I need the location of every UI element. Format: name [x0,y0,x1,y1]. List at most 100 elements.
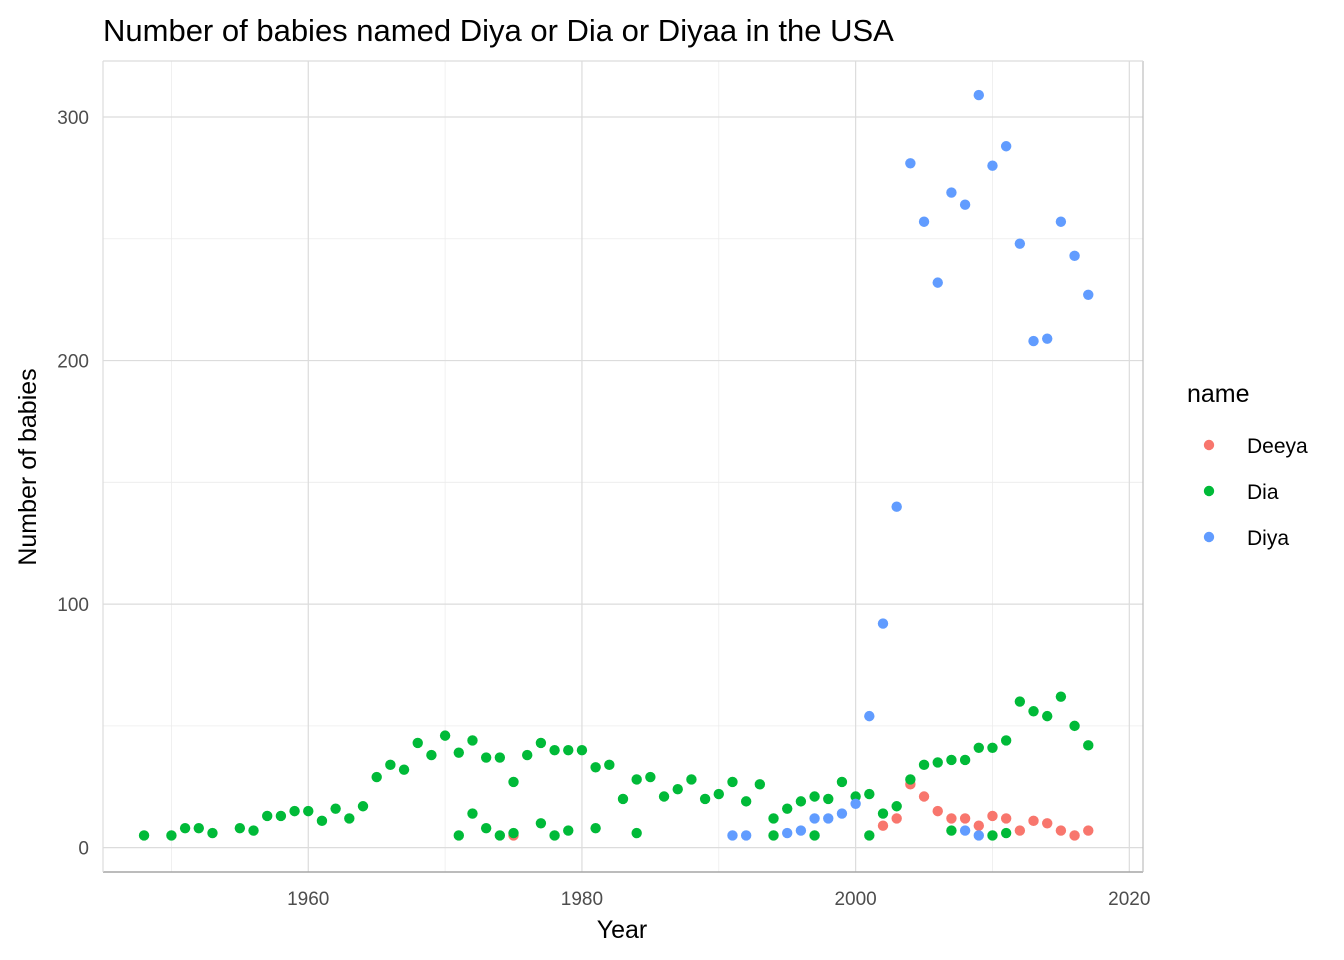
points-layer [138,89,1094,841]
data-point [959,813,971,824]
series-diya [727,89,1094,841]
data-point [617,793,629,805]
data-point [480,752,492,763]
data-point [275,810,287,822]
legend-key [1203,531,1215,543]
data-point [1014,238,1026,249]
data-point [1055,825,1067,836]
data-point [1069,250,1080,262]
data-point [891,501,902,512]
data-point [357,801,369,812]
data-point [946,187,957,198]
data-point [1069,720,1080,732]
x-tick-label: 2000 [834,889,876,910]
data-point [672,783,683,795]
data-point [946,754,957,766]
y-tick-label: 300 [57,108,89,129]
data-point [289,805,300,817]
data-point [973,742,984,753]
data-point [385,759,396,771]
data-point [1069,830,1080,841]
data-point [699,793,711,805]
legend-key [1203,439,1215,451]
data-point [658,791,670,802]
data-point [823,813,834,824]
x-tick-label: 2020 [1108,889,1150,910]
plot-panel [102,60,1144,873]
y-tick-label: 100 [57,595,89,616]
data-point [371,771,382,783]
data-point [973,89,984,101]
y-tick-label: 0 [78,839,89,860]
data-point [918,791,930,802]
data-point [344,813,355,824]
x-tick-label: 1960 [287,889,329,910]
data-point [467,735,478,746]
data-point [549,745,560,756]
x-tick-label: 1980 [561,889,603,910]
data-point [576,745,588,756]
data-point [768,813,779,824]
data-point [138,830,150,841]
data-point [795,825,807,836]
legend-key [1203,485,1215,497]
data-point [1000,827,1012,839]
series-dia [138,691,1094,841]
data-point [836,808,848,819]
data-point [727,776,738,788]
data-point [207,827,218,839]
y-axis-tick-labels: 0 100 200 300 [57,108,89,860]
data-point [467,808,478,819]
legend-label: Dia [1247,481,1279,504]
data-point [877,808,889,819]
legend-items: Deeya Dia Diya [1203,435,1308,550]
data-point [303,805,314,817]
data-point [604,759,615,771]
data-point [480,822,492,834]
data-point [864,710,875,722]
data-point [590,762,601,773]
data-point [1028,706,1039,717]
data-point [823,793,834,805]
data-point [1055,691,1067,702]
data-point [987,742,998,753]
data-point [686,774,697,785]
data-point [946,825,957,836]
data-point [959,199,971,210]
x-axis-tick-labels: 1960 1980 2000 2020 [287,889,1150,910]
data-point [494,830,506,841]
data-point [398,764,410,775]
data-point [1083,289,1094,301]
data-point [549,830,560,841]
data-point [1083,825,1094,836]
data-point [248,825,259,836]
data-point [1083,740,1094,751]
data-point [1055,216,1067,227]
data-point [740,830,752,841]
data-point [316,815,328,827]
data-point [1000,141,1012,152]
chart-title: Number of babies named Diya or Dia or Di… [103,13,894,48]
panel-border [102,60,1144,873]
data-point [850,798,861,810]
data-point [193,822,204,834]
data-point [891,801,902,812]
data-point [877,618,889,629]
data-point [918,216,930,227]
data-point [740,796,752,807]
data-point [645,771,656,783]
data-point [918,759,930,771]
legend-item-deeya: Deeya [1203,435,1308,458]
data-point [426,749,437,761]
data-point [973,830,984,841]
data-point [631,827,642,839]
data-point [330,803,341,814]
x-axis-title: Year [597,916,648,944]
data-point [563,745,574,756]
data-point [946,813,957,824]
data-point [1042,333,1053,344]
data-point [1042,818,1053,829]
grid-major-y [103,116,1143,849]
data-point [864,788,875,800]
